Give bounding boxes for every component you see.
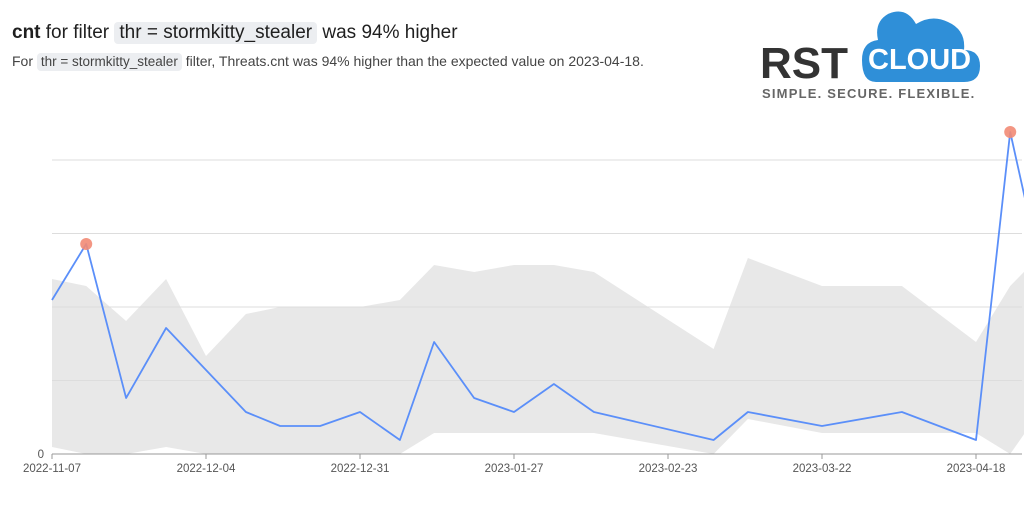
y-tick-label: 0 xyxy=(38,449,44,461)
logo-rst-text: RST xyxy=(760,39,848,88)
x-tick-label: 2023-03-22 xyxy=(793,463,852,475)
title-change: was 94% higher xyxy=(317,22,458,43)
logo-tagline: SIMPLE. SECURE. FLEXIBLE. xyxy=(762,86,975,101)
logo-cloud-text: CLOUD xyxy=(868,44,971,76)
chart-subtitle: For thr = stormkitty_stealer filter, Thr… xyxy=(12,53,644,71)
rst-cloud-logo: RST CLOUD SIMPLE. SECURE. FLEXIBLE. xyxy=(760,11,980,101)
anomaly-points xyxy=(80,126,1017,250)
subtitle-prefix: For xyxy=(12,53,37,69)
x-tick-label: 2022-12-04 xyxy=(177,463,236,475)
gridlines: 0 xyxy=(38,159,1022,461)
subtitle-filter-chip[interactable]: thr = stormkitty_stealer xyxy=(36,53,182,71)
metric-name: cnt xyxy=(12,22,41,43)
subtitle-description: filter, Threats.cnt was 94% higher than … xyxy=(181,53,644,69)
x-tick-label: 2022-11-07 xyxy=(23,463,81,475)
x-tick-label: 2023-04-18 xyxy=(947,463,1006,475)
x-tick-label: 2022-12-31 xyxy=(331,463,390,475)
anomaly-point xyxy=(80,238,93,250)
chart-title: cnt for filter thr = stormkitty_stealer … xyxy=(12,22,458,44)
anomaly-point xyxy=(1004,126,1017,138)
expected-range-band xyxy=(52,258,1024,454)
x-tick-label: 2023-02-23 xyxy=(639,463,698,475)
x-tick-label: 2023-01-27 xyxy=(485,463,544,475)
x-axis: 2022-11-07 2022-12-04 2022-12-31 2023-01-27… xyxy=(23,454,1005,475)
filter-chip[interactable]: thr = stormkitty_stealer xyxy=(114,22,318,44)
band-area xyxy=(52,258,1024,454)
title-connector: for filter xyxy=(40,22,115,43)
cloud-icon xyxy=(862,11,980,83)
series-line-group xyxy=(51,131,1024,441)
series-line xyxy=(51,131,1024,441)
